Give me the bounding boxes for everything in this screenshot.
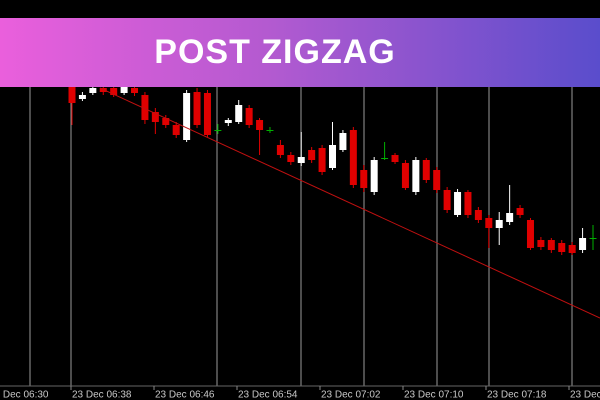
candle-body <box>193 92 201 125</box>
candle-body <box>589 238 597 239</box>
candle-body <box>256 120 264 130</box>
candle-body <box>433 170 441 190</box>
candle-body <box>287 155 295 162</box>
candle-body <box>391 155 399 162</box>
banner-title: POST ZIGZAG <box>154 33 396 71</box>
candle-body <box>370 160 378 192</box>
x-tick-label: 23 Dec <box>570 390 600 400</box>
candle-body <box>131 88 139 93</box>
candle-body <box>485 218 493 228</box>
banner: POST ZIGZAG <box>0 18 600 87</box>
candle-body <box>401 163 409 188</box>
candle-body <box>110 88 118 95</box>
candle-body <box>318 148 326 172</box>
candle-body <box>547 240 555 250</box>
candle-body <box>568 245 576 253</box>
candle-body <box>151 112 159 122</box>
candle-body <box>162 118 170 125</box>
x-tick-label: 23 Dec 07:18 <box>487 390 547 400</box>
candle-body <box>443 190 451 210</box>
candle-body <box>558 243 566 252</box>
candle-body <box>308 150 316 160</box>
candle-body <box>474 210 482 220</box>
trend-line <box>99 87 600 319</box>
x-tick-label: 23 Dec 06:30 <box>0 390 49 400</box>
candle-body <box>339 133 347 150</box>
separators <box>29 87 573 386</box>
x-tick-label: 23 Dec 06:46 <box>155 390 215 400</box>
candle-body <box>464 192 472 215</box>
candle-body <box>214 130 222 131</box>
candle-body <box>172 125 180 135</box>
x-tick-label: 23 Dec 06:54 <box>238 390 298 400</box>
candle-body <box>381 158 389 159</box>
candle-body <box>141 95 149 120</box>
candle-body <box>412 160 420 192</box>
candle-body <box>360 170 368 188</box>
candle-body <box>266 130 274 131</box>
candle-body <box>349 130 357 185</box>
candle-body <box>422 160 430 180</box>
candle-body <box>183 93 191 140</box>
x-tick-label: 23 Dec 07:02 <box>321 390 381 400</box>
candle-body <box>537 240 545 247</box>
x-tick-label: 23 Dec 06:38 <box>72 390 132 400</box>
candle-body <box>579 238 587 250</box>
candle-body <box>329 145 336 168</box>
candle-body <box>516 208 524 215</box>
candle-body <box>526 220 534 248</box>
candle-body <box>68 85 76 103</box>
candle-body <box>89 88 97 93</box>
candle-body <box>224 120 232 123</box>
candle-body <box>506 213 514 222</box>
candle-body <box>297 157 305 163</box>
candle-body <box>120 85 128 93</box>
candle-body <box>276 145 284 155</box>
candle-body <box>495 220 503 228</box>
candle-body <box>203 93 211 135</box>
candle-body <box>78 95 86 99</box>
candle-body <box>454 192 462 215</box>
candle-body <box>235 105 243 122</box>
candle-body <box>245 108 253 125</box>
x-tick-label: 23 Dec 07:10 <box>404 390 464 400</box>
